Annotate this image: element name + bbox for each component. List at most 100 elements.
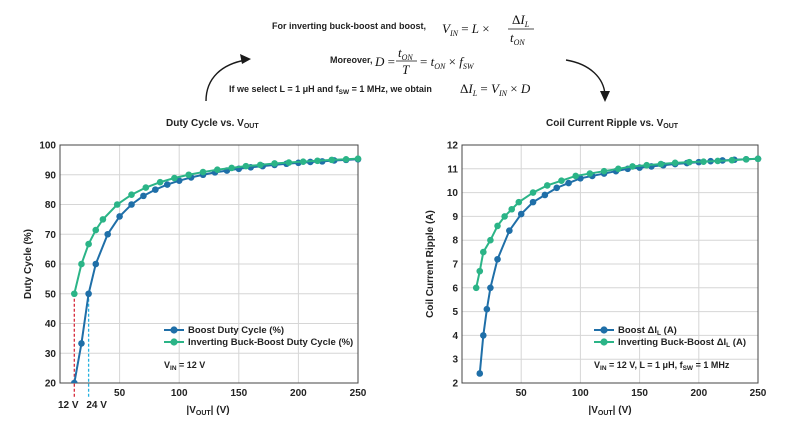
duty-cycle-chart: Duty Cycle vs. VOUT 2030405060708090100 …: [23, 118, 367, 417]
left-curved-arrow-icon: [205, 59, 247, 102]
ripple-data-point: [553, 184, 561, 192]
legend-marker-boost: [170, 326, 178, 334]
duty-data-point: [185, 171, 193, 179]
svg-text:T: T: [402, 62, 410, 77]
duty-x-tick-label: 200: [290, 388, 307, 399]
duty-data-point: [328, 156, 336, 164]
duty-data-point: [92, 260, 100, 268]
duty-series-line: [73, 157, 359, 294]
duty-data-point: [128, 201, 135, 208]
left-arrowhead-icon: [240, 54, 251, 64]
duty-data-point: [142, 184, 150, 191]
ripple-data-point: [529, 198, 537, 206]
svg-text:tON: tON: [510, 30, 525, 47]
ripple-data-point: [508, 205, 516, 213]
svg-text:= tON × fSW: = tON × fSW: [420, 54, 475, 71]
ripple-data-point: [600, 167, 608, 175]
ripple-series-line: [475, 157, 759, 289]
ripple-y-tick-label: 7: [452, 260, 458, 271]
duty-chart-plot-frame: [59, 144, 359, 384]
ripple-data-point: [476, 370, 484, 377]
ripple-x-tick-label: 200: [690, 388, 707, 399]
ripple-chart-x-label: |VOUT| (V): [588, 405, 631, 417]
duty-data-point: [85, 240, 92, 248]
ripple-data-point: [480, 248, 487, 256]
ripple-data-point: [714, 157, 722, 165]
ripple-data-point: [565, 179, 572, 187]
ripple-data-point: [643, 161, 651, 169]
duty-data-point: [228, 164, 235, 172]
ripple-x-tick-label: 150: [631, 388, 648, 399]
duty-data-point: [85, 290, 92, 298]
ripple-chart-conditions-note: VIN = 12 V, L = 1 μH, fSW = 1 MHz: [594, 360, 730, 372]
equation-line1-text: For inverting buck-boost and boost,: [272, 21, 426, 31]
ripple-data-point: [501, 213, 508, 220]
duty-x-tick-label: 250: [350, 388, 367, 399]
duty-x-tick-label: 100: [171, 388, 188, 399]
duty-chart-series: [71, 155, 362, 383]
duty-y-tick-label: 70: [45, 230, 57, 241]
equation-line2-text: Moreover,: [330, 55, 373, 65]
duty-y-tick-label: 40: [45, 319, 57, 330]
duty-series-0: [71, 155, 362, 383]
svg-text:tON: tON: [398, 45, 413, 62]
ripple-data-point: [572, 172, 579, 180]
ripple-data-point: [586, 170, 594, 177]
duty-chart-x-ticks: 50 100 150 200 250: [114, 388, 367, 399]
ripple-y-tick-label: 5: [452, 307, 458, 318]
duty-data-point: [71, 379, 78, 383]
ripple-data-point: [487, 236, 494, 244]
duty-y-tick-label: 90: [45, 170, 57, 181]
duty-chart-title: Duty Cycle vs. VOUT: [166, 118, 259, 130]
duty-chart-legend: Boost Duty Cycle (%) Inverting Buck-Boos…: [164, 325, 353, 348]
ripple-y-tick-label: 10: [447, 188, 459, 199]
ripple-data-point: [515, 198, 523, 206]
svg-text:D =: D =: [374, 54, 395, 69]
legend-marker-inverting: [170, 338, 178, 346]
ripple-data-point: [494, 255, 501, 263]
duty-data-point: [156, 178, 164, 186]
duty-y-tick-label: 20: [45, 379, 57, 390]
duty-x-tick-label: 50: [114, 388, 126, 399]
duty-data-point: [128, 191, 135, 198]
equation-line3-text: If we select L = 1 μH and fSW = 1 MHz, w…: [229, 84, 432, 96]
ripple-data-point: [476, 267, 484, 275]
ripple-data-point: [754, 155, 762, 163]
ripple-x-tick-label: 100: [572, 388, 589, 399]
ripple-data-point: [558, 177, 565, 184]
ripple-data-point: [480, 332, 487, 339]
svg-text:ΔIL: ΔIL: [512, 12, 530, 29]
duty-data-point: [78, 260, 85, 268]
ripple-chart-x-ticks: 50 100 150 200 250: [516, 388, 767, 399]
duty-data-point: [92, 226, 100, 234]
duty-y-tick-label: 50: [45, 289, 57, 300]
ripple-chart-y-ticks: 2 3 4 5 6 7 8 9 10 11 12: [447, 141, 459, 390]
ripple-data-point: [686, 158, 693, 166]
svg-text:VIN = L ×: VIN = L ×: [442, 21, 490, 38]
ripple-data-point: [517, 210, 525, 218]
ripple-x-tick-label: 250: [750, 388, 767, 399]
ripple-y-tick-label: 6: [452, 283, 458, 294]
duty-data-point: [256, 161, 264, 169]
duty-data-point: [99, 216, 107, 223]
duty-data-point: [342, 155, 350, 163]
duty-data-point: [299, 158, 307, 165]
ripple-y-tick-label: 9: [452, 212, 458, 223]
duty-x-tick-label: 150: [230, 388, 247, 399]
ripple-y-tick-label: 12: [447, 141, 459, 152]
ripple-y-tick-label: 4: [452, 331, 458, 342]
ripple-data-point: [494, 222, 501, 230]
ripple-y-tick-label: 11: [447, 164, 458, 175]
ripple-chart-plot-frame: [461, 144, 759, 384]
svg-text:ΔIL = VIN × D: ΔIL = VIN × D: [460, 81, 531, 98]
legend-marker-inverting-ripple: [600, 338, 608, 346]
duty-data-point: [199, 168, 207, 176]
duty-data-point: [171, 174, 178, 182]
ripple-data-point: [728, 156, 736, 164]
legend-marker-boost-ripple: [600, 326, 608, 334]
duty-data-point: [78, 340, 85, 347]
duty-chart-y-ticks: 20 30 40 50 60 70 80 90 100: [39, 141, 56, 390]
duty-data-point: [71, 290, 78, 298]
duty-chart-vin-note: VIN = 12 V: [164, 360, 205, 372]
duty-data-point: [271, 160, 278, 167]
